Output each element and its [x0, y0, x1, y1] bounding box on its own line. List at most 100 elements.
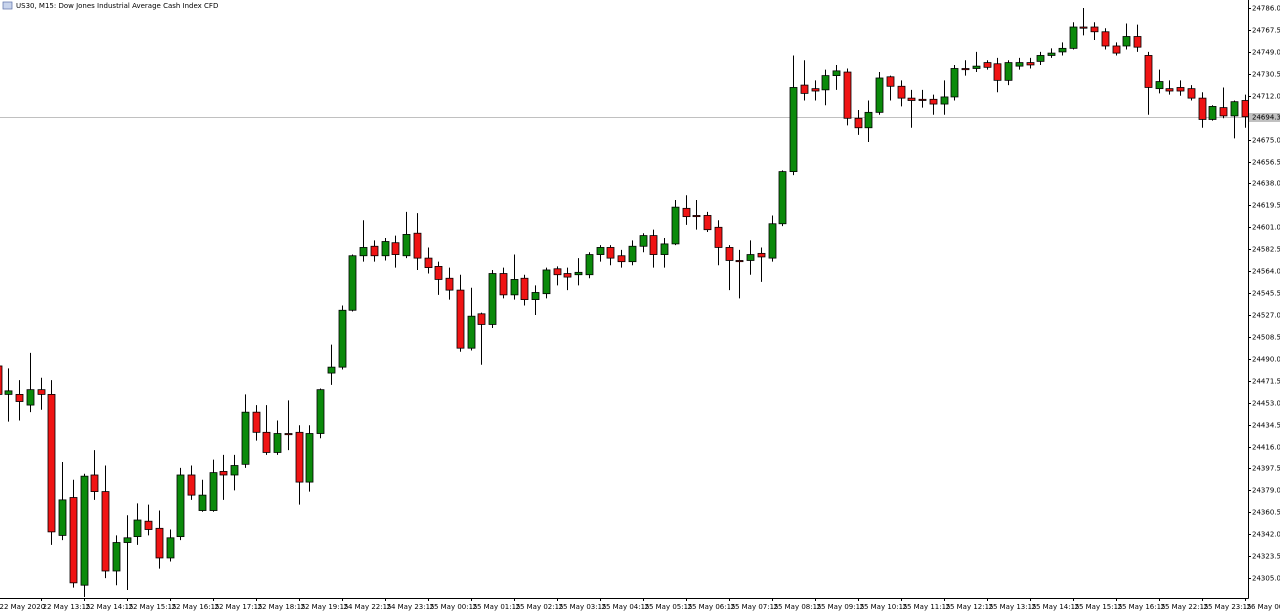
candle-body: [703, 215, 712, 231]
candle-body: [176, 474, 185, 538]
y-tick-label: 24786.0: [1252, 5, 1280, 13]
candle-body: [1241, 100, 1248, 118]
candle-body: [4, 390, 13, 395]
price-label-box: [1249, 113, 1280, 122]
x-tick-label: 25 May 14:15: [1032, 603, 1080, 611]
x-tick-label: 22 May 19:15: [301, 603, 349, 611]
x-tick-label: 25 May 16:15: [1118, 603, 1166, 611]
candle-body: [1133, 36, 1142, 48]
y-tick-label: 24360.5: [1252, 509, 1280, 517]
candle-body: [628, 245, 637, 263]
y-tick-label: 24619.5: [1252, 202, 1280, 210]
candle-body: [230, 465, 239, 476]
candle-body: [1176, 87, 1185, 92]
candle-body: [456, 289, 465, 349]
candle-body: [241, 411, 250, 465]
x-tick-label: 25 May 05:15: [645, 603, 693, 611]
candle-body: [1198, 97, 1207, 120]
candle-body: [123, 537, 132, 543]
candle-body: [499, 273, 508, 296]
y-tick-label: 24582.5: [1252, 246, 1280, 254]
candle-body: [854, 117, 863, 129]
candle-body: [80, 475, 89, 586]
candle-body: [273, 433, 282, 453]
candle-body: [477, 313, 486, 325]
candle-body: [768, 223, 777, 259]
candle-body: [155, 527, 164, 559]
candle-body: [563, 273, 572, 278]
candle-body: [918, 98, 927, 101]
x-tick-label: 22 May 14:15: [86, 603, 134, 611]
candle-body: [1101, 31, 1110, 47]
candle-body: [1144, 55, 1153, 88]
y-tick-label: 24323.5: [1252, 553, 1280, 561]
y-tick-label: 24638.0: [1252, 180, 1280, 188]
candle-body: [520, 277, 529, 300]
candle-body: [1208, 106, 1217, 120]
price-label: 24694.3: [1252, 114, 1280, 122]
candle-body: [1058, 47, 1067, 53]
y-tick-label: 24490.0: [1252, 356, 1280, 364]
candle-body: [316, 389, 325, 434]
y-tick-label: 24656.5: [1252, 159, 1280, 167]
candle-body: [90, 474, 99, 492]
y-tick-label: 24601.0: [1252, 224, 1280, 232]
candle-body: [219, 471, 228, 476]
candle-body: [897, 85, 906, 99]
candle-body: [585, 254, 594, 276]
y-tick-label: 24712.0: [1252, 93, 1280, 101]
candle-body: [778, 171, 787, 225]
candle-body: [929, 98, 938, 105]
candle-body: [198, 494, 207, 511]
candle-body: [542, 269, 551, 295]
candle-body: [1047, 52, 1056, 56]
x-tick-label: 25 May 12:15: [946, 603, 994, 611]
candle-body: [596, 247, 605, 255]
candle-body: [348, 255, 357, 311]
candle-body: [972, 65, 981, 69]
candle-body: [1090, 26, 1099, 33]
x-tick-label: 25 May 15:15: [1075, 603, 1123, 611]
candle-body: [133, 519, 142, 538]
candle-body: [692, 215, 701, 218]
candle-body: [209, 472, 218, 511]
candle-body: [649, 235, 658, 255]
x-tick-label: 22 May 2020: [0, 603, 45, 611]
candle-body: [725, 247, 734, 261]
y-tick-label: 24508.5: [1252, 334, 1280, 342]
x-tick-label: 25 May 23:15: [1204, 603, 1252, 611]
candle-body: [166, 537, 175, 559]
candle-body: [1004, 62, 1013, 81]
x-tick-label: 25 May 11:15: [903, 603, 951, 611]
y-tick-label: 24767.5: [1252, 27, 1280, 35]
candle-body: [1187, 88, 1196, 99]
candle-body: [950, 68, 959, 98]
candle-body: [47, 394, 56, 533]
y-tick-label: 24379.0: [1252, 487, 1280, 495]
x-tick-label: 22 May 16:15: [172, 603, 220, 611]
candle-body: [359, 247, 368, 257]
y-tick-label: 24397.5: [1252, 465, 1280, 473]
candle-body: [467, 315, 476, 349]
y-tick-label: 24749.0: [1252, 49, 1280, 57]
candle-body: [187, 474, 196, 496]
candle-body: [746, 254, 755, 261]
y-tick-label: 24434.5: [1252, 422, 1280, 430]
y-tick-label: 24305.0: [1252, 575, 1280, 583]
y-tick-label: 24545.5: [1252, 290, 1280, 298]
candle-body: [714, 226, 723, 248]
candle-body: [821, 75, 830, 91]
y-tick-label: 24342.0: [1252, 531, 1280, 539]
candle-body: [510, 279, 519, 296]
candle-body: [983, 62, 992, 68]
candle-body: [940, 96, 949, 105]
y-tick-label: 24675.0: [1252, 137, 1280, 145]
candle-body: [1122, 36, 1131, 47]
x-tick-label: 24 May 23:15: [387, 603, 435, 611]
candle-body: [735, 260, 744, 263]
candle-body: [1026, 62, 1035, 66]
